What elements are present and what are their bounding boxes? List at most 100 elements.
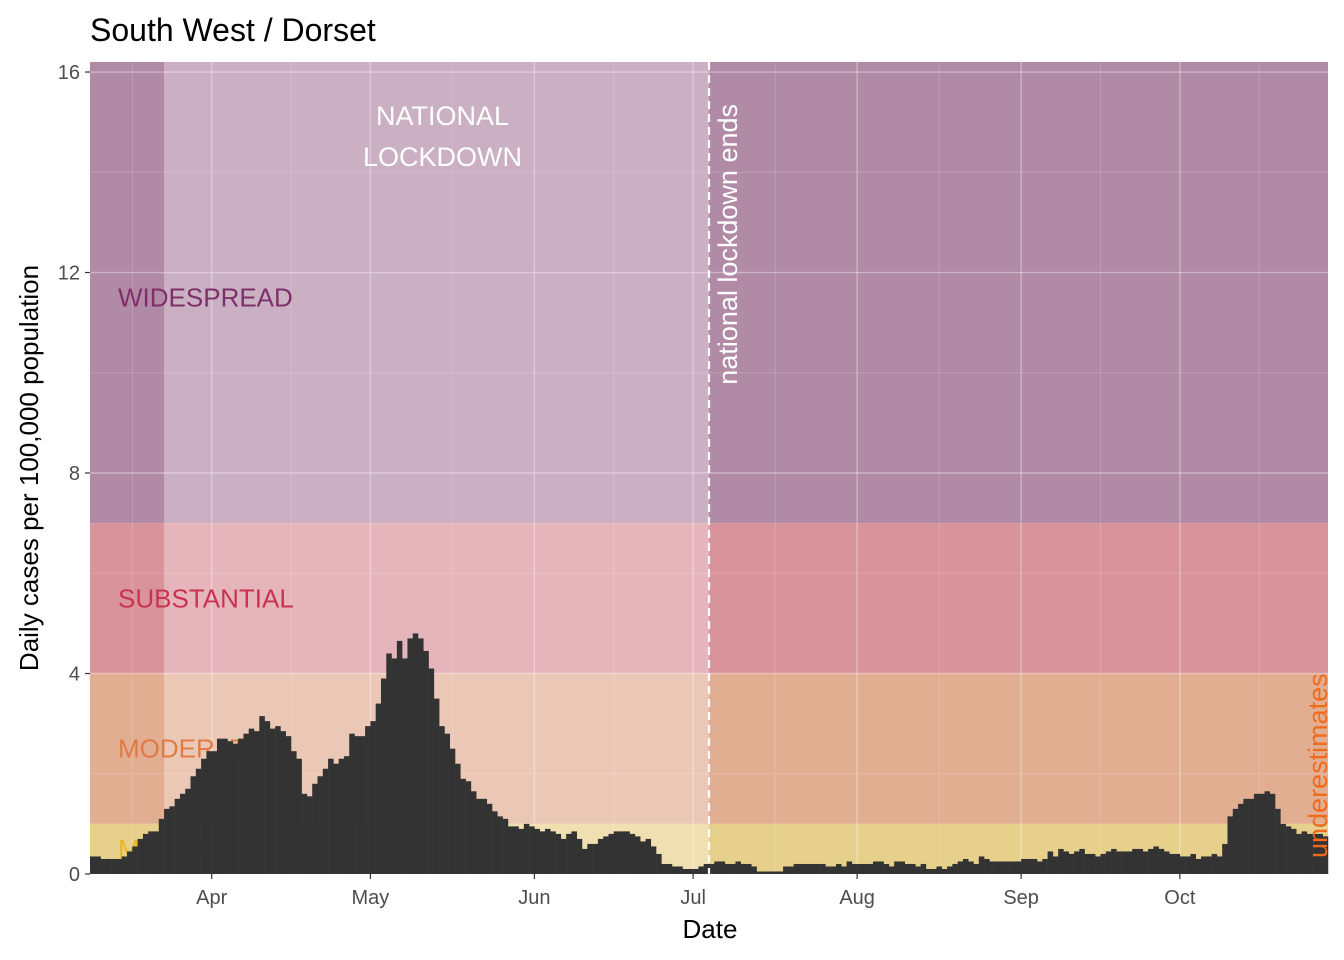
bar xyxy=(1190,853,1196,874)
bar xyxy=(830,866,837,874)
bar xyxy=(862,863,868,874)
bar xyxy=(809,863,816,874)
bar xyxy=(566,833,572,874)
bar xyxy=(661,863,667,874)
bar xyxy=(121,856,128,874)
bar xyxy=(449,748,456,874)
bar xyxy=(910,863,916,874)
bar xyxy=(90,856,96,874)
bar xyxy=(867,863,874,874)
bar xyxy=(1206,856,1212,874)
bar xyxy=(386,653,392,874)
bar xyxy=(1259,793,1265,874)
bar xyxy=(116,858,122,874)
bar xyxy=(650,846,657,874)
bar xyxy=(952,863,958,874)
bar xyxy=(486,803,493,874)
bar xyxy=(100,858,107,874)
bar xyxy=(1317,833,1323,874)
bar xyxy=(248,728,255,874)
bar xyxy=(1089,853,1096,874)
bar xyxy=(1185,856,1191,874)
bar xyxy=(851,863,858,874)
bar xyxy=(1179,856,1186,874)
bar xyxy=(857,863,863,874)
bar xyxy=(1296,833,1302,874)
bar xyxy=(1116,851,1122,874)
bar xyxy=(105,858,112,874)
bar xyxy=(814,863,821,874)
bar xyxy=(682,868,689,874)
bar xyxy=(841,866,847,874)
bar xyxy=(476,798,482,874)
bar xyxy=(275,726,281,874)
bar xyxy=(418,638,424,874)
bar xyxy=(492,811,498,874)
bar xyxy=(148,831,154,874)
bar xyxy=(1015,861,1022,874)
bar xyxy=(269,728,276,874)
bar xyxy=(306,796,313,874)
bar xyxy=(380,678,387,874)
bar xyxy=(999,861,1006,874)
bar xyxy=(370,721,376,874)
bar xyxy=(1047,851,1054,874)
bar xyxy=(783,866,789,874)
bar xyxy=(201,758,207,874)
bar xyxy=(158,818,165,874)
bar xyxy=(1100,853,1107,874)
bar xyxy=(984,858,990,874)
bar xyxy=(1216,856,1223,874)
y-tick-label: 12 xyxy=(58,263,80,285)
bar xyxy=(1126,851,1133,874)
bar xyxy=(608,833,615,874)
bar xyxy=(709,863,715,874)
bar xyxy=(968,861,974,874)
bar xyxy=(714,861,720,874)
bar xyxy=(185,788,191,874)
bar xyxy=(317,776,324,874)
band-label-widespread: WIDESPREAD xyxy=(118,283,293,313)
bar xyxy=(95,856,101,874)
bar xyxy=(677,866,683,874)
bar xyxy=(719,861,726,874)
bar xyxy=(470,791,477,874)
bar xyxy=(211,751,218,874)
bar xyxy=(888,866,895,874)
bar xyxy=(973,863,980,874)
bar xyxy=(550,831,556,874)
bar xyxy=(666,863,673,874)
bar xyxy=(1042,858,1048,874)
bar xyxy=(1095,856,1101,874)
bar xyxy=(132,846,138,874)
overlay: NATIONAL LOCKDOWN national lockdown ends un… xyxy=(363,62,1333,874)
bar xyxy=(206,751,212,874)
bar xyxy=(1026,858,1032,874)
bar xyxy=(915,866,921,874)
bar xyxy=(1290,828,1297,874)
bar xyxy=(333,763,339,874)
bar xyxy=(296,758,302,874)
bar xyxy=(254,731,260,874)
bar xyxy=(222,738,228,874)
bar xyxy=(798,863,805,874)
bar xyxy=(391,658,398,874)
bar xyxy=(433,698,440,874)
bar xyxy=(523,823,530,874)
bar xyxy=(1253,793,1260,874)
bar xyxy=(481,798,488,874)
bar xyxy=(587,843,593,874)
bar xyxy=(1058,848,1064,874)
bar xyxy=(804,863,810,874)
bar xyxy=(777,871,784,874)
bar xyxy=(994,861,1001,874)
x-tick-label: Jul xyxy=(680,887,706,909)
bar xyxy=(544,828,551,874)
bar xyxy=(322,768,329,874)
y-tick-label: 0 xyxy=(69,864,80,886)
bar xyxy=(1227,816,1234,874)
bar xyxy=(291,751,297,874)
bar xyxy=(137,838,144,874)
bar xyxy=(507,826,514,874)
bar xyxy=(947,866,953,874)
